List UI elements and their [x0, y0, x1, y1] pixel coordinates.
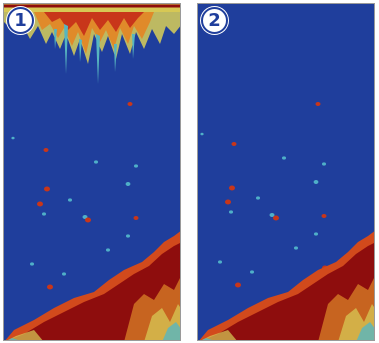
- surface-clutter-icon: [4, 4, 180, 84]
- fish-arch-icon: [11, 102, 140, 290]
- sonar-panel-1: 1: [3, 3, 181, 341]
- sonar-panel-2: 2: [197, 3, 375, 341]
- panel-number-badge-1: 1: [7, 7, 34, 34]
- sonar-view-1: [4, 4, 180, 340]
- bottom-return-icon: [5, 231, 180, 340]
- panel-number-badge-2: 2: [201, 7, 228, 34]
- bottom-return-icon: [199, 231, 374, 340]
- sonar-view-2: [198, 4, 374, 340]
